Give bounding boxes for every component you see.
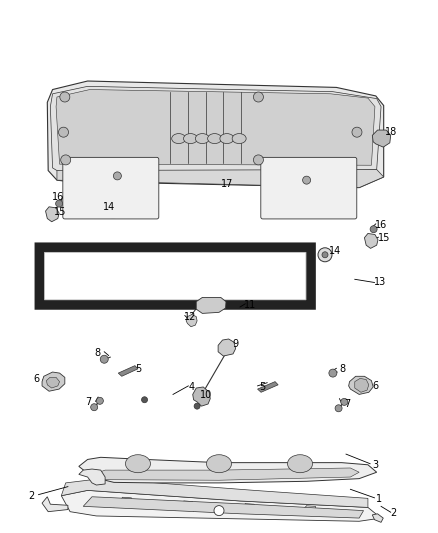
Circle shape bbox=[303, 176, 311, 184]
Polygon shape bbox=[96, 468, 359, 480]
Circle shape bbox=[318, 248, 332, 262]
Circle shape bbox=[106, 204, 120, 218]
Polygon shape bbox=[79, 469, 105, 485]
Circle shape bbox=[214, 506, 224, 515]
Polygon shape bbox=[46, 377, 60, 388]
Text: 6: 6 bbox=[373, 382, 379, 391]
Text: 5: 5 bbox=[259, 382, 265, 392]
FancyBboxPatch shape bbox=[44, 252, 306, 300]
FancyBboxPatch shape bbox=[261, 157, 357, 219]
Polygon shape bbox=[186, 314, 197, 327]
Text: 16: 16 bbox=[375, 220, 387, 230]
Circle shape bbox=[370, 225, 377, 233]
Text: 11: 11 bbox=[244, 300, 257, 310]
Circle shape bbox=[113, 172, 121, 180]
Text: 10: 10 bbox=[200, 391, 212, 400]
Polygon shape bbox=[46, 207, 59, 222]
Circle shape bbox=[100, 355, 108, 364]
Circle shape bbox=[335, 405, 342, 412]
Text: 17: 17 bbox=[221, 180, 233, 189]
Polygon shape bbox=[355, 378, 369, 392]
Circle shape bbox=[141, 397, 148, 403]
Ellipse shape bbox=[208, 134, 222, 143]
Circle shape bbox=[254, 155, 263, 165]
Ellipse shape bbox=[220, 134, 234, 143]
Circle shape bbox=[60, 92, 70, 102]
Text: 6: 6 bbox=[33, 375, 39, 384]
Text: 4: 4 bbox=[189, 382, 195, 392]
Polygon shape bbox=[42, 497, 68, 512]
Ellipse shape bbox=[287, 455, 313, 473]
Text: 15: 15 bbox=[378, 233, 390, 243]
Text: 7: 7 bbox=[345, 399, 351, 409]
Circle shape bbox=[61, 155, 71, 165]
Ellipse shape bbox=[232, 134, 246, 143]
Text: 3: 3 bbox=[373, 460, 379, 470]
Polygon shape bbox=[57, 163, 384, 188]
Polygon shape bbox=[47, 81, 384, 188]
Polygon shape bbox=[61, 479, 368, 507]
Polygon shape bbox=[50, 86, 381, 171]
Circle shape bbox=[329, 369, 337, 377]
Circle shape bbox=[341, 398, 348, 406]
Circle shape bbox=[91, 403, 98, 411]
Ellipse shape bbox=[195, 134, 209, 143]
Text: 18: 18 bbox=[385, 127, 397, 137]
Text: 16: 16 bbox=[52, 192, 64, 202]
Ellipse shape bbox=[184, 134, 198, 143]
Circle shape bbox=[96, 397, 103, 405]
Ellipse shape bbox=[125, 455, 151, 473]
Text: 14: 14 bbox=[102, 202, 115, 212]
Polygon shape bbox=[56, 90, 375, 165]
Circle shape bbox=[110, 208, 116, 214]
Circle shape bbox=[322, 252, 328, 258]
Polygon shape bbox=[349, 376, 373, 394]
Text: 12: 12 bbox=[184, 312, 196, 321]
Polygon shape bbox=[258, 382, 278, 392]
Ellipse shape bbox=[206, 455, 232, 473]
Text: 2: 2 bbox=[390, 508, 396, 518]
Polygon shape bbox=[79, 457, 377, 483]
Polygon shape bbox=[61, 490, 381, 521]
Text: 15: 15 bbox=[54, 207, 67, 216]
Circle shape bbox=[194, 403, 200, 409]
Polygon shape bbox=[193, 387, 210, 406]
Circle shape bbox=[352, 127, 362, 137]
Polygon shape bbox=[218, 339, 236, 356]
FancyBboxPatch shape bbox=[63, 157, 159, 219]
Text: 9: 9 bbox=[233, 340, 239, 349]
Polygon shape bbox=[118, 366, 138, 376]
Ellipse shape bbox=[172, 134, 186, 143]
Polygon shape bbox=[372, 130, 391, 147]
Text: 14: 14 bbox=[329, 246, 342, 255]
Text: 8: 8 bbox=[339, 365, 346, 374]
Text: 2: 2 bbox=[28, 491, 35, 500]
Text: 1: 1 bbox=[376, 494, 382, 504]
Polygon shape bbox=[196, 297, 226, 313]
Polygon shape bbox=[364, 233, 378, 248]
Text: 13: 13 bbox=[374, 278, 386, 287]
Polygon shape bbox=[42, 372, 65, 391]
Text: 8: 8 bbox=[94, 348, 100, 358]
Circle shape bbox=[254, 92, 263, 102]
Text: 5: 5 bbox=[135, 364, 141, 374]
Circle shape bbox=[56, 200, 63, 207]
Text: 7: 7 bbox=[85, 398, 92, 407]
Circle shape bbox=[59, 127, 68, 137]
Polygon shape bbox=[372, 514, 383, 522]
Polygon shape bbox=[83, 497, 364, 518]
